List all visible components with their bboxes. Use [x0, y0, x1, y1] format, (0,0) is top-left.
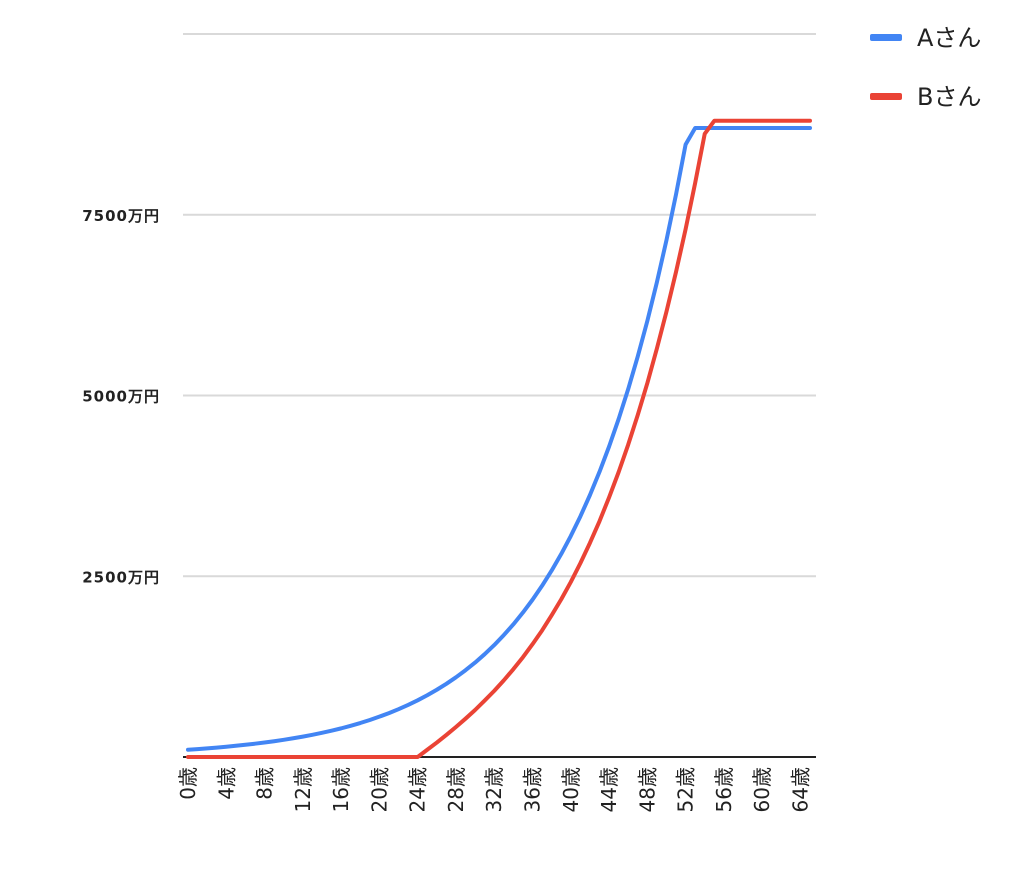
grid-lines: [183, 33, 816, 578]
x-tick-label: 64歳: [788, 767, 812, 812]
x-tick-label: 28歳: [444, 767, 468, 812]
y-tick-label: 7500万円: [82, 207, 160, 225]
x-tick-label: 4歳: [214, 767, 238, 800]
x-tick-label: 48歳: [635, 767, 659, 812]
x-tick-label: 20歳: [367, 767, 391, 812]
y-tick-label: 5000万円: [82, 388, 160, 406]
series-line-b: [186, 118, 812, 759]
legend: Aさん Bさん: [870, 24, 981, 111]
x-tick-label: 36歳: [520, 767, 544, 812]
legend-swatch: [870, 93, 902, 100]
legend-label: Aさん: [917, 24, 981, 52]
legend-swatch: [870, 34, 902, 41]
x-axis: 0歳 4歳 8歳 12歳 16歳 20歳 24歳 28歳 32歳 36歳 40歳 44歳 48歳 52歳 5…: [176, 756, 816, 812]
x-tick-label: 40歳: [559, 767, 583, 812]
x-tick-label: 52歳: [674, 767, 698, 812]
x-tick-label: 32歳: [482, 767, 506, 812]
series-line-a: [186, 125, 812, 752]
x-tick-label: 0歳: [176, 767, 200, 800]
x-tick-label: 16歳: [329, 767, 353, 812]
x-tick-label: 24歳: [406, 767, 430, 812]
x-tick-label: 8歳: [253, 767, 277, 800]
x-tick-label: 12歳: [291, 767, 315, 812]
y-tick-label: 2500万円: [82, 568, 160, 586]
x-tick-label: 44歳: [597, 767, 621, 812]
x-tick-label: 56歳: [712, 767, 736, 812]
x-tick-label: 60歳: [750, 767, 774, 812]
legend-label: Bさん: [917, 83, 981, 111]
series-lines: [186, 118, 812, 759]
y-axis: 2500万円 5000万円 7500万円: [82, 207, 160, 587]
